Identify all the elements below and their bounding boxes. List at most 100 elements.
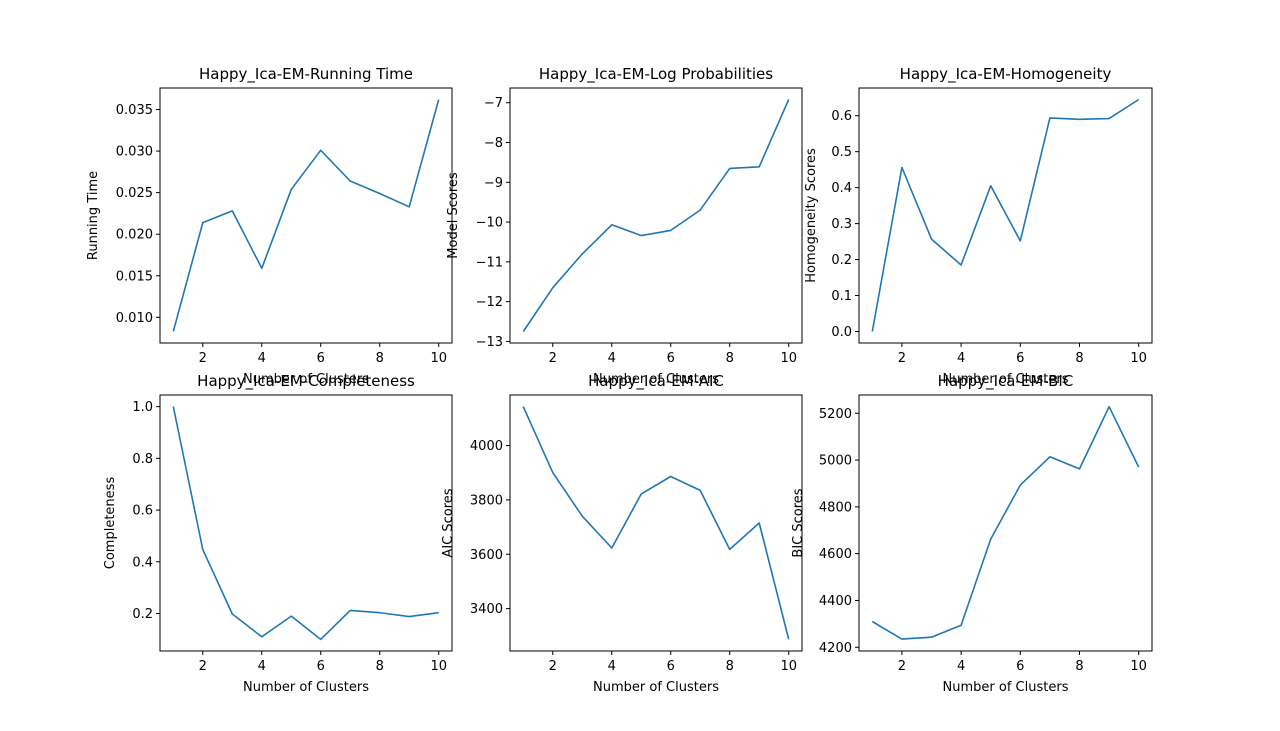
subplot-1: 2 4 6 8 10 0.010 0.015 0.020 0.025 0.030 0.035 Happ…	[86, 65, 453, 387]
y-tick-label: −8	[484, 136, 503, 151]
y-tick-label: 0.6	[132, 504, 153, 519]
chart-title: Happy_Ica-EM-AIC	[588, 372, 724, 391]
axes-frame	[858, 87, 1153, 344]
x-tick-label: 2	[898, 351, 906, 366]
x-axis-label: Number of Clusters	[943, 372, 1069, 387]
x-tick-label: 6	[1016, 351, 1024, 366]
x-tick-label: 6	[317, 351, 325, 366]
x-tick-label: 4	[957, 659, 965, 674]
series-line	[871, 98, 1140, 332]
axes-frame	[858, 394, 1153, 652]
x-axis-label: Number of Clusters	[243, 372, 369, 387]
y-axis-label: Homogeneity Scores	[804, 148, 819, 283]
x-tick-label: 8	[1075, 659, 1083, 674]
y-tick-label: 4000	[470, 439, 503, 454]
series-line	[522, 406, 790, 640]
subplot-2: 2 4 6 8 10 −13 −12 −11 −10 −9 −8 −7 Happy_Ica-EM-Log…	[446, 65, 803, 387]
y-tick-label: 4800	[819, 500, 852, 515]
x-tick-label: 8	[726, 351, 734, 366]
y-tick-label: 0.1	[831, 289, 852, 304]
y-tick-label: −7	[484, 96, 503, 111]
y-tick-label: −9	[484, 176, 503, 191]
series-line	[871, 405, 1140, 640]
x-tick-label: 10	[430, 351, 447, 366]
x-tick-label: 2	[898, 659, 906, 674]
subplot-6: 2 4 6 8 10 4200 4400 4600 4800 5000 5200 Happy_Ica-…	[791, 372, 1153, 695]
x-tick-label: 6	[667, 351, 675, 366]
x-axis-label: Number of Clusters	[943, 680, 1069, 695]
y-tick-label: 0.8	[132, 452, 153, 467]
x-tick-label: 4	[258, 351, 266, 366]
y-axis-label: Model Scores	[446, 172, 461, 259]
x-tick-label: 8	[726, 659, 734, 674]
x-tick-label: 10	[1130, 659, 1147, 674]
y-tick-label: 0.4	[132, 555, 153, 570]
x-tick-label: 4	[608, 659, 616, 674]
x-tick-label: 8	[376, 659, 384, 674]
series-line	[172, 406, 439, 641]
x-tick-label: 2	[549, 659, 557, 674]
y-tick-label: 0.2	[831, 253, 852, 268]
axes-frame	[509, 394, 803, 652]
y-tick-label: 0.025	[116, 186, 153, 201]
x-tick-label: 2	[549, 351, 557, 366]
y-tick-label: 0.4	[831, 181, 852, 196]
chart-title: Happy_Ica-EM-Homogeneity	[900, 65, 1112, 84]
chart-title: Happy_Ica-EM-Log Probabilities	[539, 65, 773, 84]
x-tick-label: 4	[258, 659, 266, 674]
series-line	[172, 99, 440, 332]
subplot-4: 2 4 6 8 10 0.2 0.4 0.6 0.8 1.0 Happy_Ica-EM-Comple…	[103, 372, 453, 695]
x-tick-label: 10	[1130, 351, 1147, 366]
y-tick-label: 0.030	[116, 145, 153, 160]
x-tick-label: 8	[1075, 351, 1083, 366]
y-tick-label: −10	[476, 216, 503, 231]
y-tick-label: 0.035	[116, 103, 153, 118]
x-tick-label: 6	[667, 659, 675, 674]
y-tick-label: 1.0	[132, 400, 153, 415]
y-tick-label: 0.020	[116, 228, 153, 243]
axes-frame	[509, 87, 803, 344]
y-axis-label: AIC Scores	[441, 488, 456, 557]
x-tick-label: 2	[199, 659, 207, 674]
y-tick-label: 0.3	[831, 217, 852, 232]
y-tick-label: 0.6	[831, 109, 852, 124]
subplot-5: 2 4 6 8 103400360038004000Happy_Ica-EM-AICNu…	[441, 372, 803, 695]
x-axis-label: Number of Clusters	[593, 680, 719, 695]
subplot-grid: 2 4 6 8 100.0100.0150.0200.0250.0300.035Happ…	[86, 65, 1153, 695]
x-tick-label: 10	[430, 659, 447, 674]
x-tick-label: 6	[1016, 659, 1024, 674]
x-tick-label: 2	[199, 351, 207, 366]
x-axis-label: Number of Clusters	[593, 372, 719, 387]
y-tick-label: 0.5	[831, 145, 852, 160]
y-axis-label: Running Time	[86, 171, 101, 260]
x-axis-label: Number of Clusters	[243, 680, 369, 695]
y-tick-label: 5000	[819, 454, 852, 469]
y-tick-label: 0.0	[831, 325, 852, 340]
chart-title: Happy_Ica-EM-BIC	[938, 372, 1074, 391]
axes-frame	[159, 87, 453, 344]
y-tick-label: 4600	[819, 547, 852, 562]
y-tick-label: 0.015	[116, 269, 153, 284]
chart-title: Happy_Ica-EM-Running Time	[199, 65, 413, 84]
y-tick-label: −13	[476, 335, 503, 350]
x-tick-label: 4	[608, 351, 616, 366]
y-tick-label: 3800	[470, 493, 503, 508]
x-tick-label: 10	[780, 659, 797, 674]
x-tick-label: 6	[317, 659, 325, 674]
x-tick-label: 10	[780, 351, 797, 366]
subplot-3: 2 4 6 8 10 0.0 0.1 0.2 0.3 0.4 0.5 0.6 Happy_Ica-EM-…	[804, 65, 1153, 387]
y-tick-label: 3400	[470, 602, 503, 617]
y-axis-label: Completeness	[103, 477, 118, 570]
y-tick-label: 5200	[819, 407, 852, 422]
y-tick-label: 4400	[819, 594, 852, 609]
axes-frame	[159, 394, 453, 652]
y-tick-label: 4200	[819, 641, 852, 656]
chart-title: Happy_Ica-EM-Completeness	[197, 372, 415, 391]
y-tick-label: 0.010	[116, 311, 153, 326]
y-tick-label: 3600	[470, 548, 503, 563]
x-tick-label: 8	[376, 351, 384, 366]
y-tick-label: 0.2	[132, 607, 153, 622]
series-line	[522, 99, 790, 332]
